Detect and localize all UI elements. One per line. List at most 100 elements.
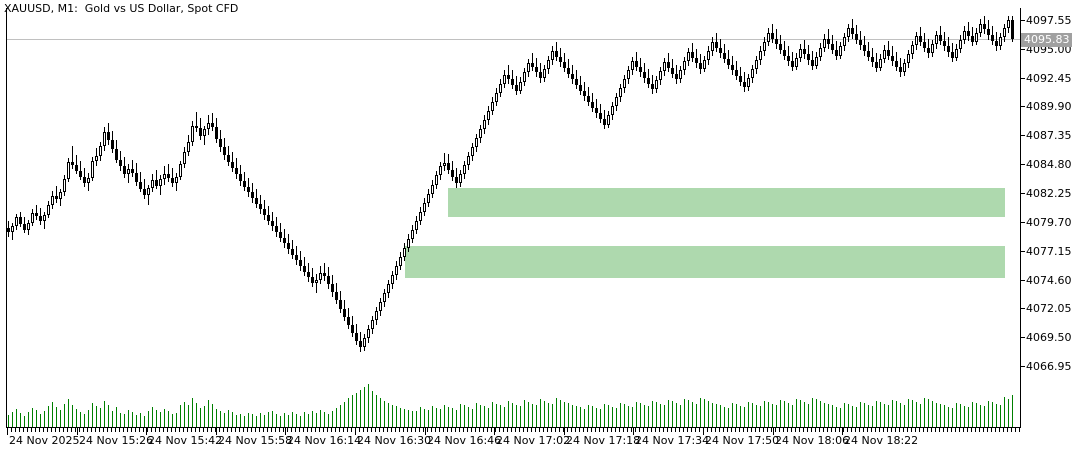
- volume-bar: [464, 405, 465, 427]
- volume-bar: [88, 410, 89, 427]
- volume-bar: [344, 402, 345, 427]
- time-tick-minor: [263, 428, 264, 432]
- price-label: 4092.45: [1026, 72, 1072, 85]
- volume-bar: [1004, 397, 1005, 427]
- price-tick: [1020, 106, 1025, 107]
- volume-bar: [12, 412, 13, 427]
- candle-body-down: [723, 53, 726, 59]
- time-tick-minor: [927, 428, 928, 432]
- volume-bar: [60, 410, 61, 427]
- volume-bar: [752, 403, 753, 427]
- volume-bar: [800, 400, 801, 427]
- volume-bar: [936, 403, 937, 427]
- candle-body-up: [1007, 20, 1010, 29]
- volume-bar: [108, 405, 109, 427]
- candle-body-up: [51, 195, 54, 205]
- candle-body-up: [747, 78, 750, 88]
- price-label: 4079.70: [1026, 216, 1072, 229]
- candle-body-down: [231, 161, 234, 168]
- volume-bar: [444, 405, 445, 427]
- candle-body-down: [939, 35, 942, 41]
- candle-body-up: [159, 178, 162, 186]
- time-tick-minor: [295, 428, 296, 432]
- time-tick-minor: [879, 428, 880, 432]
- volume-bar: [172, 414, 173, 427]
- time-tick-minor: [775, 428, 776, 432]
- candle-body-up: [543, 69, 546, 79]
- time-tick-minor: [755, 428, 756, 432]
- volume-bar: [612, 407, 613, 427]
- volume-bar: [308, 414, 309, 427]
- candle-body-down: [107, 132, 110, 141]
- volume-bar: [600, 409, 601, 427]
- volume-bar: [560, 400, 561, 427]
- candle-body-down: [199, 127, 202, 136]
- volume-bar: [436, 408, 437, 427]
- volume-bar: [712, 403, 713, 427]
- volume-bar: [376, 395, 377, 427]
- candle-wick: [76, 155, 77, 175]
- volume-bar: [732, 403, 733, 427]
- volume-bar: [956, 403, 957, 427]
- time-tick-minor: [519, 428, 520, 432]
- volume-bar: [628, 406, 629, 427]
- time-tick-major: [216, 428, 217, 435]
- candle-body-down: [139, 182, 142, 190]
- time-tick-minor: [399, 428, 400, 432]
- price-scale[interactable]: 4097.55 4095.00 4092.45 4089.90 4087.35 4084.…: [1020, 8, 1074, 428]
- time-tick-major: [355, 428, 356, 435]
- volume-bar: [948, 407, 949, 427]
- candle-body-down: [739, 75, 742, 82]
- time-tick-minor: [239, 428, 240, 432]
- volume-bar: [208, 400, 209, 427]
- candle-body-down: [855, 34, 858, 40]
- time-tick-minor: [195, 428, 196, 432]
- candle-body-down: [123, 166, 126, 175]
- volume-bar: [188, 405, 189, 427]
- candle-body-down: [75, 165, 78, 171]
- time-label: 24 Nov 2025: [9, 434, 80, 447]
- candle-body-down: [875, 62, 878, 68]
- time-tick-minor: [39, 428, 40, 432]
- candle-body-up: [615, 97, 618, 107]
- volume-bar: [924, 398, 925, 427]
- candle-body-up: [663, 62, 666, 72]
- time-tick-minor: [687, 428, 688, 432]
- time-scale[interactable]: 24 Nov 2025 24 Nov 15:26 24 Nov 15:42 24 No…: [6, 428, 1020, 454]
- volume-bar: [580, 407, 581, 427]
- candle-body-up: [683, 61, 686, 71]
- candle-body-up: [847, 28, 850, 38]
- volume-bar: [448, 407, 449, 427]
- time-tick-minor: [999, 428, 1000, 432]
- time-tick-minor: [175, 428, 176, 432]
- volume-bar: [940, 404, 941, 427]
- volume-bar: [364, 387, 365, 427]
- time-tick-minor: [979, 428, 980, 432]
- volume-bar: [428, 410, 429, 427]
- time-label: 24 Nov 16:30: [357, 434, 432, 447]
- volume-bar: [284, 413, 285, 427]
- candle-body-up: [31, 212, 34, 223]
- candle-body-up: [503, 74, 506, 84]
- time-label: 24 Nov 16:14: [287, 434, 362, 447]
- candle-body-up: [191, 125, 194, 142]
- candle-body-down: [567, 67, 570, 74]
- time-tick-minor: [319, 428, 320, 432]
- candle-body-down: [603, 118, 606, 125]
- volume-bar: [148, 411, 149, 427]
- candle-body-up: [443, 163, 446, 167]
- candle-body-up: [499, 83, 502, 93]
- candle-body-up: [843, 37, 846, 47]
- volume-bar: [288, 415, 289, 427]
- candle-body-down: [987, 29, 990, 36]
- candle-body-down: [587, 96, 590, 102]
- plot-area[interactable]: [7, 8, 1020, 427]
- candle-body-down: [131, 168, 134, 174]
- volume-bar: [536, 405, 537, 427]
- volume-bar: [932, 401, 933, 427]
- candle-body-up: [487, 110, 490, 120]
- volume-pane[interactable]: [7, 378, 1020, 427]
- volume-bar: [360, 390, 361, 427]
- price-tick: [1020, 49, 1025, 50]
- price-pane[interactable]: [7, 8, 1020, 378]
